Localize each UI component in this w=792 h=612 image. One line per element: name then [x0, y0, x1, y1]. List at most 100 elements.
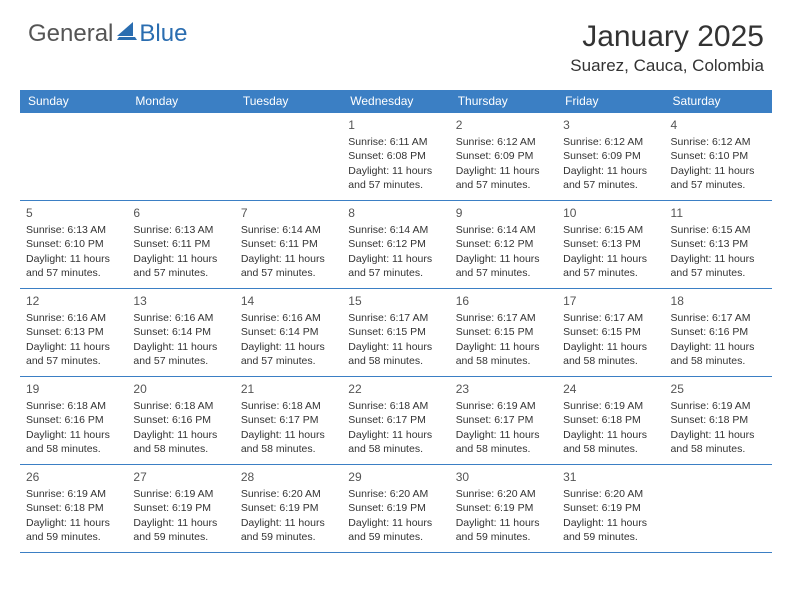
sunset-line: Sunset: 6:10 PM — [26, 237, 121, 251]
calendar-week-row: 1Sunrise: 6:11 AMSunset: 6:08 PMDaylight… — [20, 113, 772, 201]
sunset-line: Sunset: 6:11 PM — [133, 237, 228, 251]
sunrise-line: Sunrise: 6:20 AM — [241, 487, 336, 501]
daylight-line: Daylight: 11 hours and 58 minutes. — [348, 428, 443, 456]
sunset-line: Sunset: 6:15 PM — [563, 325, 658, 339]
daylight-line: Daylight: 11 hours and 59 minutes. — [133, 516, 228, 544]
daylight-line: Daylight: 11 hours and 57 minutes. — [241, 252, 336, 280]
sunrise-line: Sunrise: 6:12 AM — [671, 135, 766, 149]
sunset-line: Sunset: 6:15 PM — [456, 325, 551, 339]
daylight-line: Daylight: 11 hours and 57 minutes. — [456, 164, 551, 192]
calendar-day-cell: 19Sunrise: 6:18 AMSunset: 6:16 PMDayligh… — [20, 377, 127, 465]
sail-icon — [117, 22, 137, 40]
daylight-line: Daylight: 11 hours and 57 minutes. — [133, 252, 228, 280]
sunrise-line: Sunrise: 6:14 AM — [456, 223, 551, 237]
sunrise-line: Sunrise: 6:20 AM — [456, 487, 551, 501]
sunset-line: Sunset: 6:16 PM — [133, 413, 228, 427]
daylight-line: Daylight: 11 hours and 59 minutes. — [456, 516, 551, 544]
calendar-header-row: SundayMondayTuesdayWednesdayThursdayFrid… — [20, 90, 772, 113]
day-number: 31 — [563, 469, 658, 485]
calendar-day-cell: 10Sunrise: 6:15 AMSunset: 6:13 PMDayligh… — [557, 201, 664, 289]
calendar-day-cell: 6 Sunrise: 6:13 AMSunset: 6:11 PMDaylight… — [127, 201, 234, 289]
calendar-day-cell: 14Sunrise: 6:16 AMSunset: 6:14 PMDayligh… — [235, 289, 342, 377]
daylight-line: Daylight: 11 hours and 57 minutes. — [26, 252, 121, 280]
daylight-line: Daylight: 11 hours and 59 minutes. — [563, 516, 658, 544]
calendar-day-cell: 27Sunrise: 6:19 AMSunset: 6:19 PMDayligh… — [127, 465, 234, 553]
sunset-line: Sunset: 6:16 PM — [26, 413, 121, 427]
sunset-line: Sunset: 6:18 PM — [671, 413, 766, 427]
calendar-day-cell: 3Sunrise: 6:12 AMSunset: 6:09 PMDaylight… — [557, 113, 664, 201]
day-number: 19 — [26, 381, 121, 397]
daylight-line: Daylight: 11 hours and 57 minutes. — [671, 252, 766, 280]
sunset-line: Sunset: 6:19 PM — [563, 501, 658, 515]
sunrise-line: Sunrise: 6:16 AM — [26, 311, 121, 325]
daylight-line: Daylight: 11 hours and 57 minutes. — [26, 340, 121, 368]
calendar-day-cell: 16Sunrise: 6:17 AMSunset: 6:15 PMDayligh… — [450, 289, 557, 377]
day-number: 15 — [348, 293, 443, 309]
calendar-empty-cell — [20, 113, 127, 201]
day-header: Monday — [127, 90, 234, 113]
daylight-line: Daylight: 11 hours and 58 minutes. — [456, 340, 551, 368]
sunrise-line: Sunrise: 6:19 AM — [563, 399, 658, 413]
calendar-day-cell: 29Sunrise: 6:20 AMSunset: 6:19 PMDayligh… — [342, 465, 449, 553]
day-number: 13 — [133, 293, 228, 309]
calendar-empty-cell — [665, 465, 772, 553]
calendar-week-row: 12Sunrise: 6:16 AMSunset: 6:13 PMDayligh… — [20, 289, 772, 377]
calendar-week-row: 19Sunrise: 6:18 AMSunset: 6:16 PMDayligh… — [20, 377, 772, 465]
sunrise-line: Sunrise: 6:12 AM — [563, 135, 658, 149]
logo-text-blue: Blue — [139, 20, 187, 48]
daylight-line: Daylight: 11 hours and 58 minutes. — [133, 428, 228, 456]
day-number: 7 — [241, 205, 336, 221]
daylight-line: Daylight: 11 hours and 58 minutes. — [348, 340, 443, 368]
day-number: 12 — [26, 293, 121, 309]
daylight-line: Daylight: 11 hours and 59 minutes. — [241, 516, 336, 544]
daylight-line: Daylight: 11 hours and 58 minutes. — [563, 340, 658, 368]
calendar-day-cell: 13Sunrise: 6:16 AMSunset: 6:14 PMDayligh… — [127, 289, 234, 377]
sunset-line: Sunset: 6:11 PM — [241, 237, 336, 251]
sunset-line: Sunset: 6:09 PM — [563, 149, 658, 163]
sunrise-line: Sunrise: 6:20 AM — [563, 487, 658, 501]
day-number: 17 — [563, 293, 658, 309]
day-number: 22 — [348, 381, 443, 397]
day-number: 6 — [133, 205, 228, 221]
daylight-line: Daylight: 11 hours and 57 minutes. — [348, 252, 443, 280]
sunrise-line: Sunrise: 6:20 AM — [348, 487, 443, 501]
sunrise-line: Sunrise: 6:13 AM — [133, 223, 228, 237]
daylight-line: Daylight: 11 hours and 58 minutes. — [671, 428, 766, 456]
sunset-line: Sunset: 6:14 PM — [241, 325, 336, 339]
calendar-day-cell: 7Sunrise: 6:14 AMSunset: 6:11 PMDaylight… — [235, 201, 342, 289]
title-block: January 2025 Suarez, Cauca, Colombia — [570, 20, 764, 76]
day-number: 26 — [26, 469, 121, 485]
sunset-line: Sunset: 6:13 PM — [563, 237, 658, 251]
day-header: Thursday — [450, 90, 557, 113]
sunrise-line: Sunrise: 6:17 AM — [671, 311, 766, 325]
day-number: 28 — [241, 469, 336, 485]
sunset-line: Sunset: 6:09 PM — [456, 149, 551, 163]
logo: General Blue — [28, 20, 187, 48]
sunset-line: Sunset: 6:19 PM — [241, 501, 336, 515]
sunrise-line: Sunrise: 6:16 AM — [133, 311, 228, 325]
daylight-line: Daylight: 11 hours and 57 minutes. — [348, 164, 443, 192]
daylight-line: Daylight: 11 hours and 57 minutes. — [133, 340, 228, 368]
day-number: 24 — [563, 381, 658, 397]
day-number: 20 — [133, 381, 228, 397]
calendar-day-cell: 31 Sunrise: 6:20 AMSunset: 6:19 PMDayligh… — [557, 465, 664, 553]
sunset-line: Sunset: 6:17 PM — [348, 413, 443, 427]
calendar-day-cell: 4Sunrise: 6:12 AMSunset: 6:10 PMDaylight… — [665, 113, 772, 201]
sunrise-line: Sunrise: 6:17 AM — [348, 311, 443, 325]
sunrise-line: Sunrise: 6:18 AM — [348, 399, 443, 413]
calendar-day-cell: 28 Sunrise: 6:20 AMSunset: 6:19 PMDayligh… — [235, 465, 342, 553]
calendar-day-cell: 17Sunrise: 6:17 AMSunset: 6:15 PMDayligh… — [557, 289, 664, 377]
day-number: 9 — [456, 205, 551, 221]
sunset-line: Sunset: 6:19 PM — [133, 501, 228, 515]
sunset-line: Sunset: 6:17 PM — [456, 413, 551, 427]
sunrise-line: Sunrise: 6:17 AM — [456, 311, 551, 325]
daylight-line: Daylight: 11 hours and 57 minutes. — [671, 164, 766, 192]
day-number: 14 — [241, 293, 336, 309]
daylight-line: Daylight: 11 hours and 58 minutes. — [456, 428, 551, 456]
day-header: Wednesday — [342, 90, 449, 113]
day-number: 30 — [456, 469, 551, 485]
calendar-week-row: 5Sunrise: 6:13 AMSunset: 6:10 PMDaylight… — [20, 201, 772, 289]
calendar-day-cell: 9Sunrise: 6:14 AMSunset: 6:12 PMDaylight… — [450, 201, 557, 289]
calendar-empty-cell — [127, 113, 234, 201]
day-number: 1 — [348, 117, 443, 133]
